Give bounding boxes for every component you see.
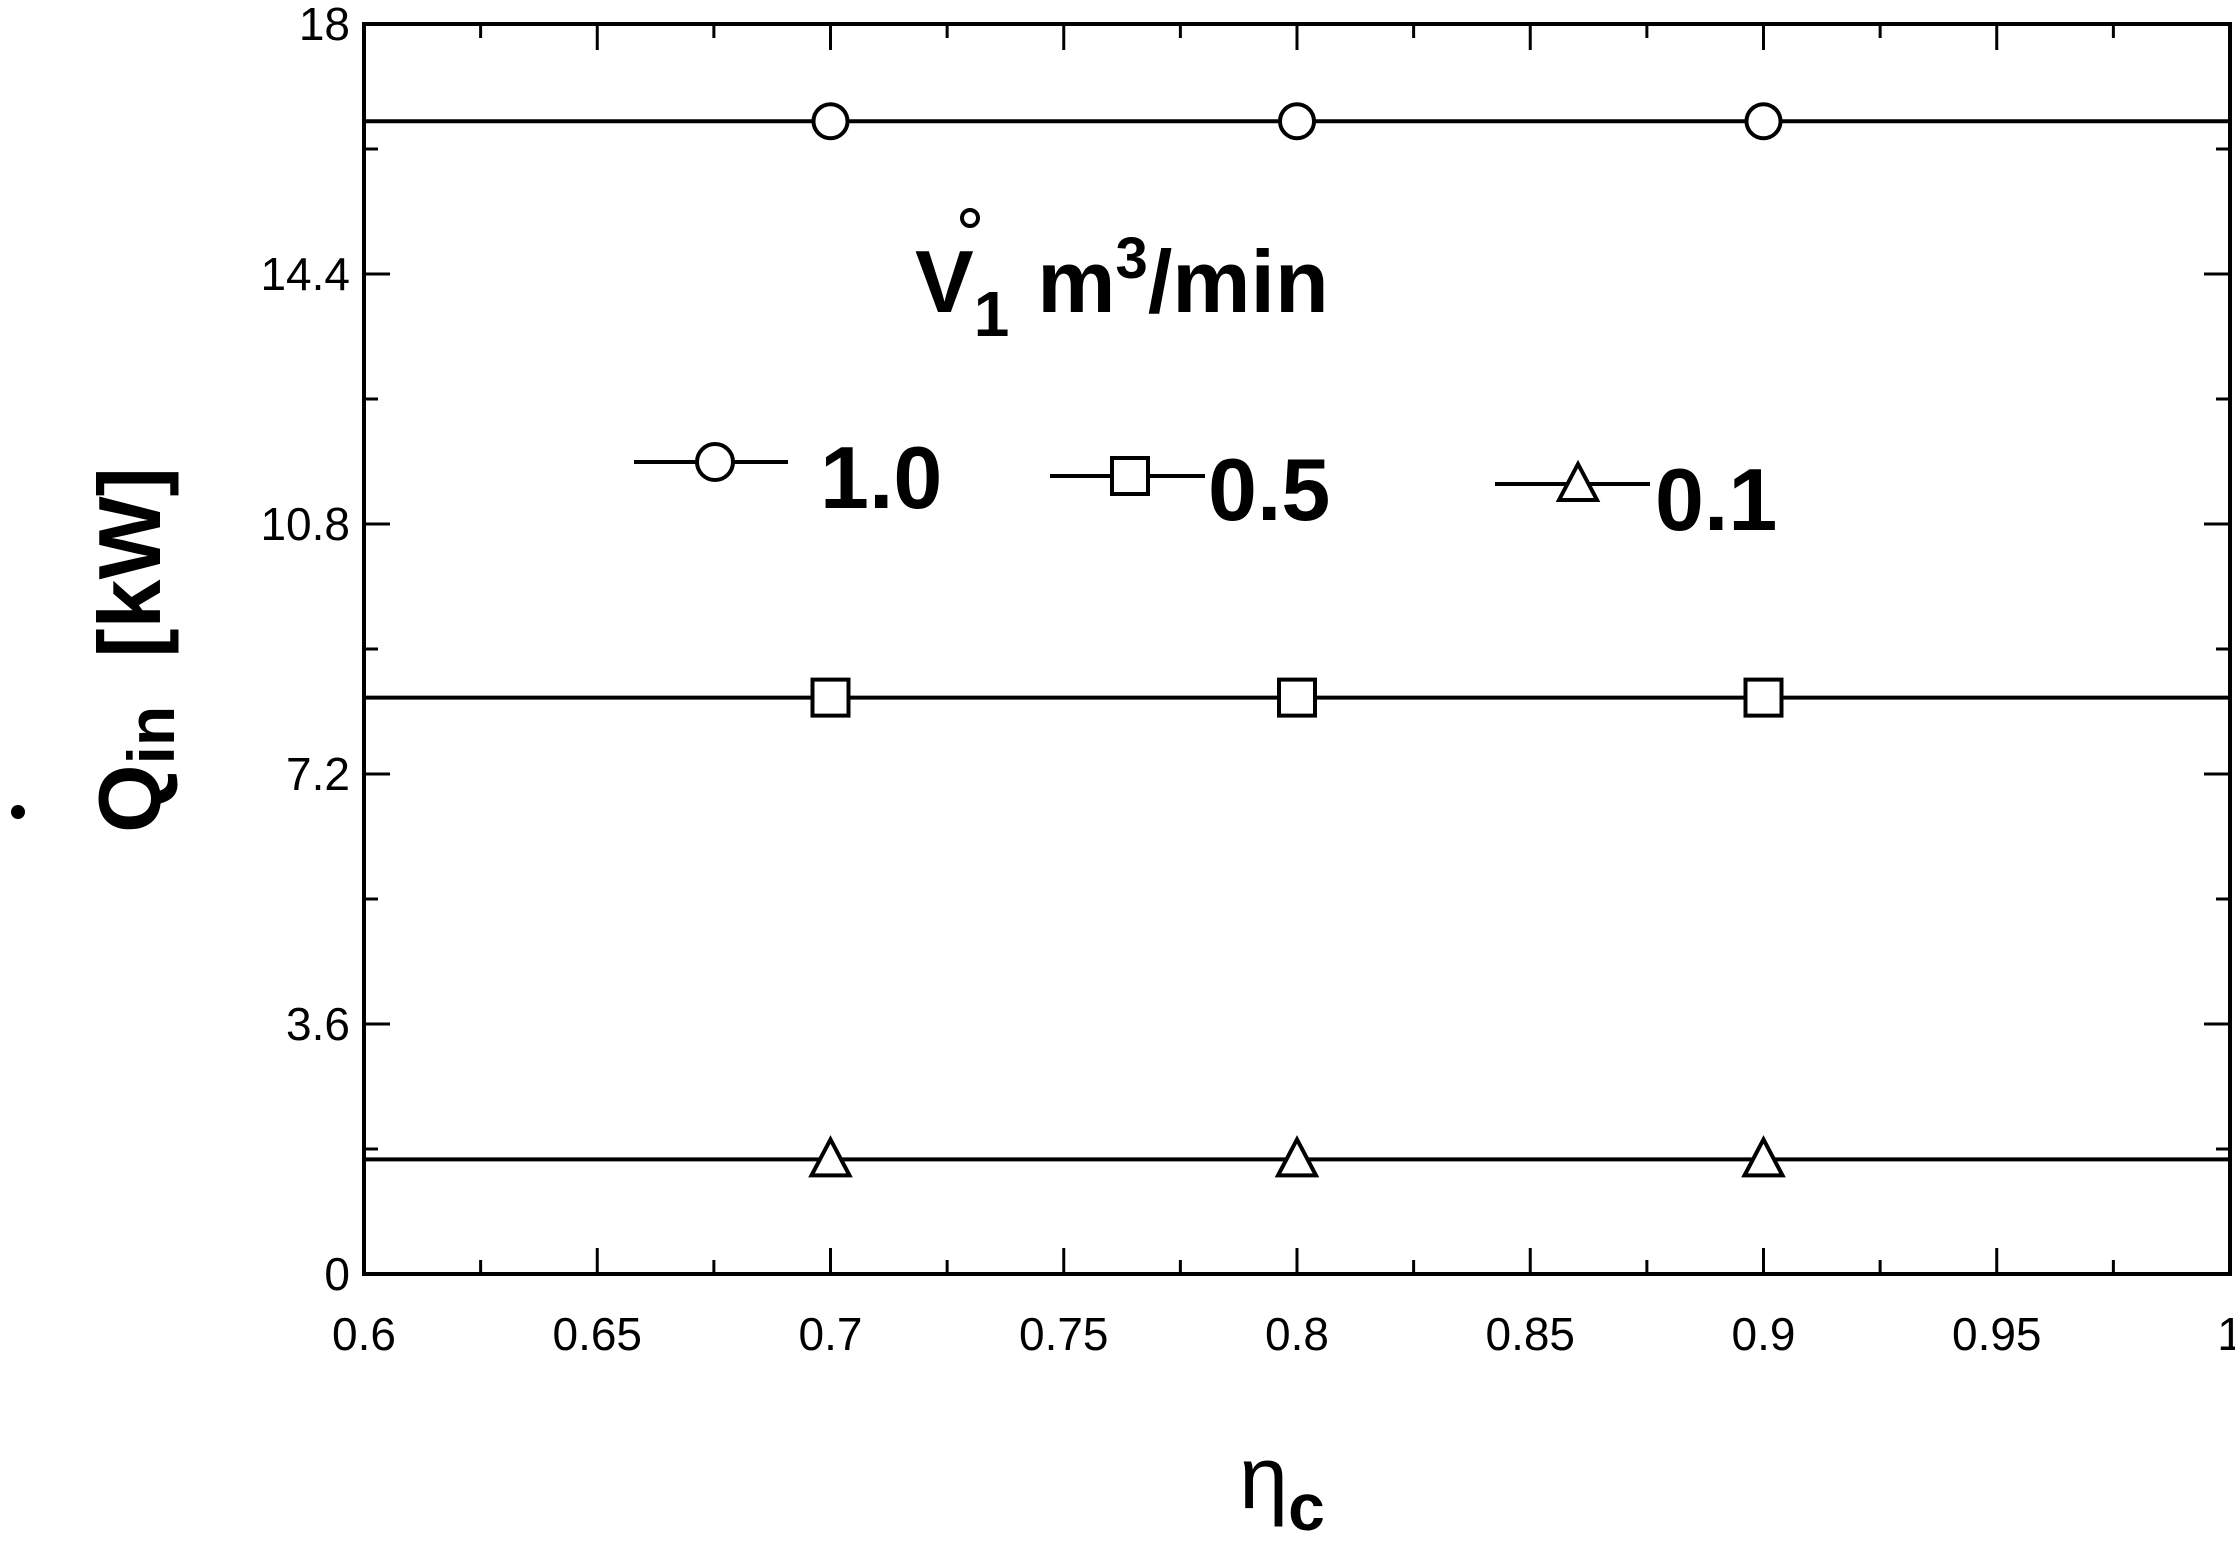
x-tick-label: 1	[2217, 1308, 2235, 1360]
x-tick-label: 0.65	[552, 1308, 642, 1360]
legend-label-2: 0.5	[1208, 440, 1330, 539]
y-tick-label: 7.2	[286, 748, 350, 800]
data-point-triangle	[808, 1135, 853, 1178]
data-point-square	[1277, 677, 1317, 718]
data-point-triangle	[1741, 1135, 1786, 1178]
legend-title-unit-rest: /min	[1148, 232, 1329, 331]
y-axis-label-dot	[11, 805, 25, 819]
legend-entry-1: 1.0	[634, 428, 942, 527]
legend-marker-circle	[695, 442, 735, 482]
x-tick-label: 0.85	[1485, 1308, 1575, 1360]
data-point-square	[810, 677, 851, 718]
y-tick-label: 18	[299, 0, 350, 50]
x-tick-label: 0.9	[1732, 1308, 1796, 1360]
data-point-circle	[1278, 102, 1316, 141]
x-tick-label: 0.6	[332, 1308, 396, 1360]
y-tick-label: 0	[324, 1248, 350, 1300]
x-tick-label: 0.7	[799, 1308, 863, 1360]
legend-title-unit-sup: 3	[1116, 226, 1148, 291]
x-axis-label-sub: c	[1288, 1470, 1325, 1544]
data-point-triangle	[1274, 1135, 1320, 1178]
legend-entry-2: 0.5	[1050, 440, 1330, 539]
y-tick-label: 3.6	[286, 998, 350, 1050]
data-point-circle	[811, 102, 850, 141]
y-tick-label: 10.8	[260, 498, 350, 550]
legend: 1.0 0.5 0.1	[634, 428, 1777, 549]
x-axis-label: η	[1239, 1428, 1288, 1527]
legend-marker-triangle	[1555, 459, 1601, 502]
y-axis-label-sub: in	[114, 706, 188, 765]
data-point-square	[1743, 677, 1784, 718]
legend-title: V1 m3/min	[915, 208, 1329, 350]
x-tick-label: 0.95	[1952, 1308, 2042, 1360]
x-tick-label: 0.8	[1265, 1308, 1329, 1360]
x-tick-label: 0.75	[1019, 1308, 1109, 1360]
x-axis-title: ηc	[1239, 1428, 1325, 1544]
legend-title-unit: m	[1037, 232, 1115, 331]
legend-title-var: V	[915, 232, 974, 331]
legend-title-dot	[960, 208, 980, 228]
svg-text:Qin[kW]: Qin [kW]	[80, 467, 188, 833]
y-tick-label: 14.4	[260, 248, 350, 300]
legend-label-1: 1.0	[820, 428, 942, 527]
legend-title-sub: 1	[974, 278, 1010, 350]
data-point-circle	[1744, 102, 1783, 141]
axis-ticks: 0.6 0.65 0.7 0.75 0.8 0.85 0.9 0.95 1 0 3.6 7.2 10.8…	[260, 0, 2235, 1360]
y-axis-title: Qin [kW]	[80, 467, 188, 833]
plot-frame	[362, 22, 2232, 1276]
legend-label-3: 0.1	[1655, 450, 1777, 549]
legend-entry-3: 0.1	[1495, 450, 1777, 549]
y-axis-label: Q	[80, 764, 179, 832]
series-markers	[808, 102, 1786, 1178]
legend-marker-square	[1110, 456, 1150, 496]
y-axis-unit: [kW]	[80, 467, 179, 658]
